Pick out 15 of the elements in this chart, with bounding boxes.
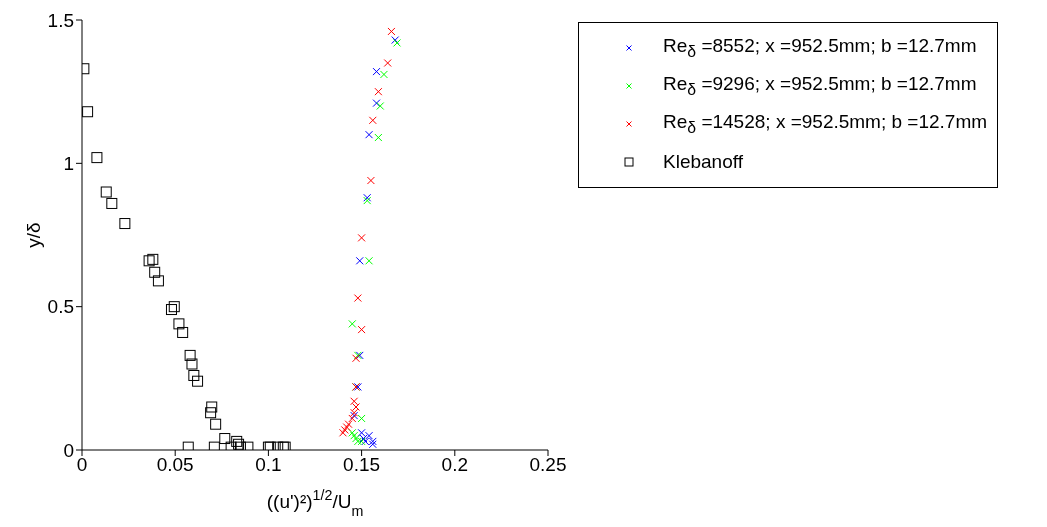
x-tick-label: 0.15 [343, 454, 381, 476]
x-tick-label: 0.05 [156, 454, 194, 476]
x-axis-title: ((u')²)$^{1/2}$/U$_{m}$ [266, 487, 364, 519]
y-tick-label: 1.5 [47, 9, 74, 31]
x-tick-label: 0.25 [529, 454, 567, 476]
y-tick-label: 0.5 [47, 296, 74, 318]
legend-label: Klebanoff [663, 151, 743, 173]
y-tick-label: 1 [63, 153, 74, 175]
y-axis-title: y/δ [23, 222, 44, 248]
legend-label: Re$_{δ}$ =14528; x =952.5mm; b =12.7mm [663, 111, 988, 137]
x-tick-label: 0.2 [441, 454, 469, 476]
legend-label: Re$_{δ}$ =8552; x =952.5mm; b =12.7mm [663, 35, 977, 61]
legend-label: Re$_{δ}$ =9296; x =952.5mm; b =12.7mm [663, 73, 977, 99]
x-tick-label: 0.1 [255, 454, 282, 476]
y-tick-label: 0 [63, 439, 74, 461]
